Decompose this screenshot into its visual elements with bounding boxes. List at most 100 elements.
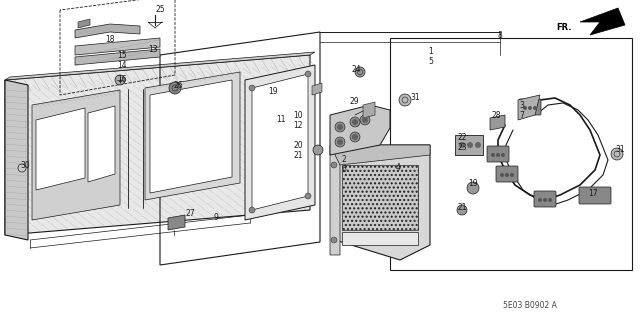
Circle shape [491,153,495,157]
Text: 8: 8 [497,31,502,40]
Circle shape [510,173,514,177]
FancyBboxPatch shape [487,146,509,162]
Text: 6: 6 [342,166,347,174]
Text: 5: 5 [428,57,433,66]
FancyBboxPatch shape [455,135,483,155]
Circle shape [457,205,467,215]
Circle shape [523,106,527,110]
Polygon shape [490,115,505,130]
Circle shape [355,67,365,77]
Text: 29: 29 [350,98,360,107]
Text: 2: 2 [342,155,347,165]
Text: 13: 13 [148,46,157,55]
Circle shape [538,198,542,202]
Text: 23: 23 [458,144,468,152]
Polygon shape [75,24,140,38]
Text: 17: 17 [588,189,598,197]
Text: 7: 7 [519,110,524,120]
Text: 22: 22 [458,133,467,143]
Polygon shape [245,65,315,220]
Polygon shape [75,38,160,55]
Circle shape [505,173,509,177]
Circle shape [475,142,481,148]
Polygon shape [168,215,185,230]
Polygon shape [75,49,160,65]
Circle shape [543,198,547,202]
Text: 19: 19 [268,87,278,97]
Polygon shape [252,74,308,210]
Circle shape [249,85,255,91]
Text: 14: 14 [117,61,127,70]
Circle shape [313,145,323,155]
Text: 18: 18 [105,35,115,44]
Polygon shape [5,80,28,240]
Text: 25: 25 [156,5,166,14]
Circle shape [399,94,411,106]
Text: 9: 9 [213,213,218,222]
Text: 1: 1 [428,48,433,56]
Text: 24: 24 [351,65,360,75]
Circle shape [467,182,479,194]
Circle shape [352,134,358,140]
Text: 16: 16 [117,76,127,85]
Text: 10: 10 [293,110,303,120]
Polygon shape [5,52,315,80]
Polygon shape [5,55,310,235]
Text: 30: 30 [20,160,29,169]
Circle shape [459,142,465,148]
Text: 31: 31 [410,93,420,101]
Polygon shape [580,8,625,35]
Circle shape [362,117,368,123]
Polygon shape [150,80,232,193]
Polygon shape [88,106,115,182]
Circle shape [467,142,473,148]
FancyBboxPatch shape [579,187,611,204]
Circle shape [337,139,343,145]
Circle shape [548,198,552,202]
Polygon shape [312,83,322,95]
Text: 28: 28 [491,110,500,120]
Text: 4: 4 [396,164,401,173]
Circle shape [331,162,337,168]
Polygon shape [335,145,430,165]
Text: 21: 21 [293,151,303,160]
Polygon shape [335,145,430,260]
Circle shape [249,207,255,213]
Circle shape [496,153,500,157]
Text: 20: 20 [293,140,303,150]
Text: 5E03 B0902 A: 5E03 B0902 A [503,301,557,310]
Text: 3: 3 [519,100,524,109]
Circle shape [611,148,623,160]
Text: 26: 26 [173,80,182,90]
Circle shape [360,115,370,125]
FancyBboxPatch shape [496,166,518,182]
Circle shape [305,71,311,77]
Text: 27: 27 [185,209,195,218]
Circle shape [18,164,26,172]
Polygon shape [518,95,540,120]
Text: 15: 15 [117,50,127,60]
Polygon shape [342,232,418,245]
Circle shape [331,237,337,243]
Polygon shape [342,165,418,230]
Text: 31: 31 [615,145,625,154]
Polygon shape [78,19,90,28]
Text: 12: 12 [293,121,303,130]
Circle shape [533,106,537,110]
Circle shape [335,137,345,147]
Circle shape [115,75,125,85]
Circle shape [350,132,360,142]
FancyBboxPatch shape [534,191,556,207]
Circle shape [352,119,358,125]
Polygon shape [36,108,85,190]
Circle shape [350,117,360,127]
FancyBboxPatch shape [519,99,541,115]
Polygon shape [363,102,375,118]
Polygon shape [330,138,340,255]
Circle shape [335,122,345,132]
Circle shape [337,124,343,130]
Polygon shape [145,72,240,200]
Polygon shape [32,90,120,220]
Circle shape [528,106,532,110]
Circle shape [169,82,181,94]
